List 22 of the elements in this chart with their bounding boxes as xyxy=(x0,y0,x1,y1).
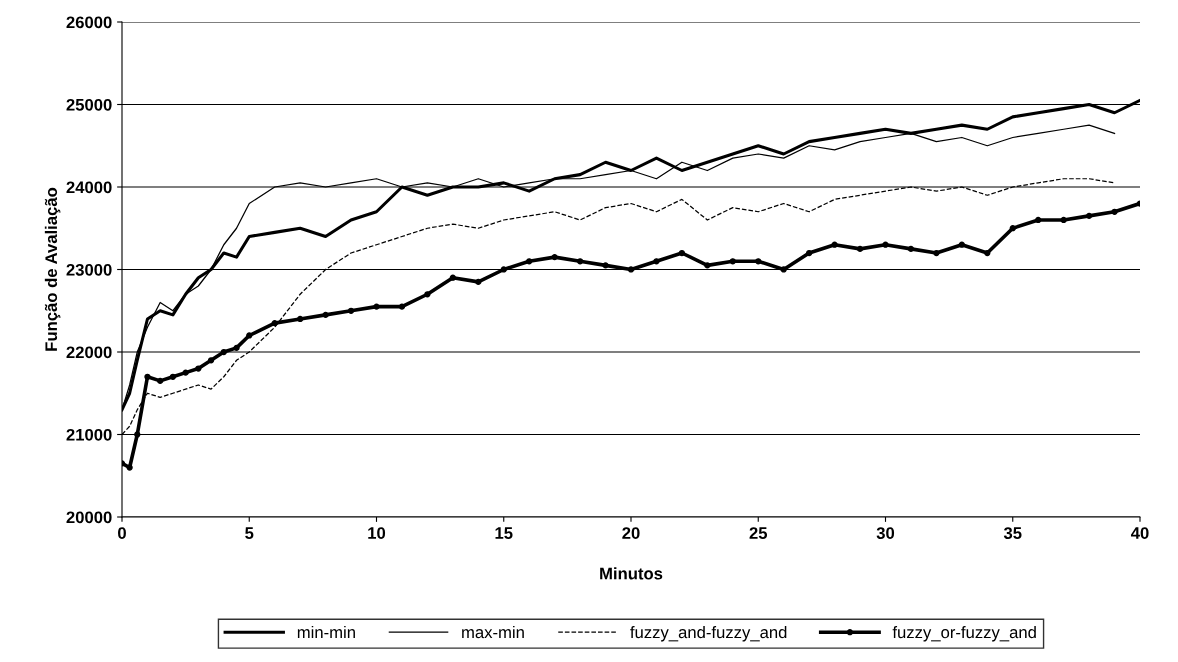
x-tick-label: 35 xyxy=(1003,527,1022,539)
y-tick-label: 21000 xyxy=(66,428,112,441)
y-tick-label: 25000 xyxy=(66,98,112,111)
legend-label: fuzzy_or-fuzzy_and xyxy=(892,625,1036,642)
x-tick-label: 40 xyxy=(1130,527,1149,539)
y-tick-label: 23000 xyxy=(66,263,112,276)
y-tick-label: 22000 xyxy=(66,346,112,359)
x-tick-label: 30 xyxy=(876,527,895,539)
x-tick-label: 25 xyxy=(749,527,768,539)
x-tick-label: 20 xyxy=(622,527,640,539)
legend-label: min-min xyxy=(297,625,355,639)
x-tick-label: 10 xyxy=(368,527,386,539)
x-tick-label: 5 xyxy=(245,527,254,539)
legend-label: fuzzy_and-fuzzy_and xyxy=(630,625,787,642)
x-tick-label: 15 xyxy=(495,527,513,539)
y-tick-label: 26000 xyxy=(66,16,112,29)
x-axis-title: Minutos xyxy=(600,567,663,580)
y-tick-label: 24000 xyxy=(66,181,112,194)
x-tick-label: 0 xyxy=(118,527,126,539)
legend-label: max-min xyxy=(462,625,524,639)
y-axis-title: Função de Avaliação xyxy=(44,187,61,351)
y-tick-label: 20000 xyxy=(66,511,112,524)
